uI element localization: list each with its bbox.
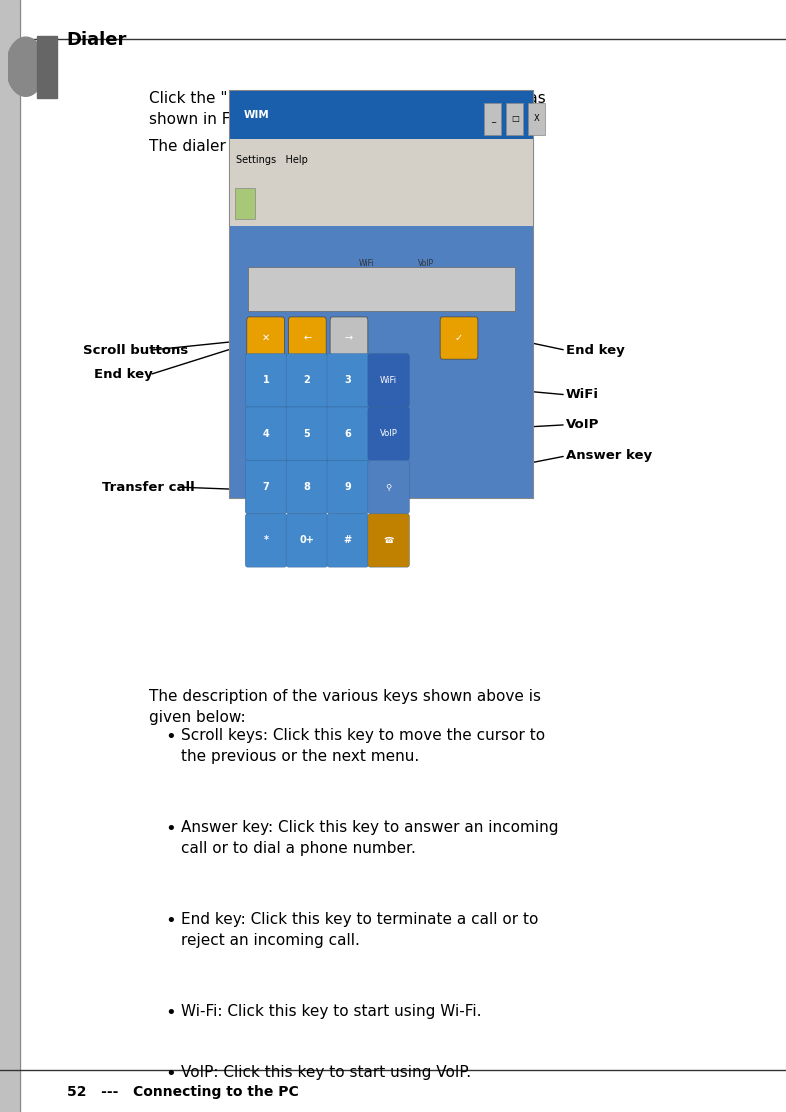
Text: Scroll keys: Click this key to move the cursor to
the previous or the next menu.: Scroll keys: Click this key to move the … bbox=[181, 728, 545, 764]
Text: •: • bbox=[165, 1065, 176, 1083]
FancyBboxPatch shape bbox=[245, 460, 287, 514]
Text: Answer key: Answer key bbox=[566, 449, 652, 463]
FancyBboxPatch shape bbox=[286, 514, 328, 567]
FancyBboxPatch shape bbox=[528, 103, 545, 135]
FancyBboxPatch shape bbox=[327, 514, 369, 567]
Text: □: □ bbox=[511, 115, 519, 123]
Bar bbox=[0, 0, 20, 1112]
FancyBboxPatch shape bbox=[247, 317, 285, 359]
Text: VoIP: VoIP bbox=[566, 418, 599, 431]
Text: *: * bbox=[263, 536, 269, 545]
Text: _: _ bbox=[490, 115, 495, 123]
Text: The description of the various keys shown above is
given below:: The description of the various keys show… bbox=[149, 689, 542, 725]
FancyBboxPatch shape bbox=[235, 188, 255, 219]
FancyBboxPatch shape bbox=[230, 181, 533, 226]
Text: End key: End key bbox=[94, 368, 153, 381]
Text: VoIP: VoIP bbox=[418, 259, 434, 268]
Text: 4: 4 bbox=[263, 429, 270, 438]
Text: #: # bbox=[343, 536, 352, 545]
FancyBboxPatch shape bbox=[368, 514, 410, 567]
FancyBboxPatch shape bbox=[327, 407, 369, 460]
FancyBboxPatch shape bbox=[230, 91, 533, 498]
FancyBboxPatch shape bbox=[245, 354, 287, 407]
Text: →: → bbox=[345, 334, 353, 342]
Text: WiFi: WiFi bbox=[358, 259, 374, 268]
Text: VoIP: VoIP bbox=[380, 429, 398, 438]
Text: •: • bbox=[165, 1004, 176, 1022]
Text: ←: ← bbox=[303, 334, 311, 342]
FancyBboxPatch shape bbox=[330, 317, 368, 359]
Text: •: • bbox=[165, 821, 176, 838]
Text: Answer key: Click this key to answer an incoming
call or to dial a phone number.: Answer key: Click this key to answer an … bbox=[181, 821, 558, 856]
FancyBboxPatch shape bbox=[327, 460, 369, 514]
FancyBboxPatch shape bbox=[484, 103, 501, 135]
Text: X: X bbox=[534, 115, 540, 123]
Text: WiFi: WiFi bbox=[566, 388, 599, 401]
FancyBboxPatch shape bbox=[248, 267, 515, 311]
Text: WIM: WIM bbox=[244, 110, 270, 119]
FancyBboxPatch shape bbox=[230, 139, 533, 181]
FancyBboxPatch shape bbox=[230, 226, 533, 498]
Text: ☎: ☎ bbox=[384, 536, 394, 545]
Text: •: • bbox=[165, 912, 176, 930]
FancyBboxPatch shape bbox=[286, 354, 328, 407]
Text: 52   ---   Connecting to the PC: 52 --- Connecting to the PC bbox=[67, 1084, 299, 1099]
Text: WiFi: WiFi bbox=[380, 376, 397, 385]
Text: 2: 2 bbox=[303, 376, 310, 385]
Text: 6: 6 bbox=[344, 429, 351, 438]
Bar bbox=[38, 36, 57, 98]
Text: Settings   Help: Settings Help bbox=[236, 156, 307, 165]
Text: End key: Click this key to terminate a call or to
reject an incoming call.: End key: Click this key to terminate a c… bbox=[181, 912, 538, 947]
FancyBboxPatch shape bbox=[245, 514, 287, 567]
FancyBboxPatch shape bbox=[327, 354, 369, 407]
FancyBboxPatch shape bbox=[440, 317, 478, 359]
Text: Wi-Fi: Click this key to start using Wi-Fi.: Wi-Fi: Click this key to start using Wi-… bbox=[181, 1004, 481, 1019]
Text: 5: 5 bbox=[303, 429, 310, 438]
FancyBboxPatch shape bbox=[230, 91, 533, 139]
Text: The dialer screen is displayed as follows:: The dialer screen is displayed as follow… bbox=[149, 139, 463, 153]
Text: ✓: ✓ bbox=[455, 334, 463, 342]
Text: 8: 8 bbox=[303, 483, 310, 492]
Circle shape bbox=[6, 37, 45, 97]
Text: •: • bbox=[165, 728, 176, 746]
FancyBboxPatch shape bbox=[286, 460, 328, 514]
FancyBboxPatch shape bbox=[288, 317, 326, 359]
Text: Dialer: Dialer bbox=[67, 31, 127, 49]
Text: VoIP: Click this key to start using VoIP.: VoIP: Click this key to start using VoIP… bbox=[181, 1065, 471, 1080]
FancyBboxPatch shape bbox=[245, 407, 287, 460]
Text: ⚲: ⚲ bbox=[386, 483, 391, 492]
Text: 1: 1 bbox=[263, 376, 270, 385]
Text: End key: End key bbox=[566, 344, 625, 357]
Text: Scroll buttons: Scroll buttons bbox=[83, 344, 188, 357]
Text: 0+: 0+ bbox=[299, 536, 314, 545]
Text: Transfer call: Transfer call bbox=[102, 480, 195, 494]
FancyBboxPatch shape bbox=[368, 407, 410, 460]
Text: 7: 7 bbox=[263, 483, 270, 492]
Text: 3: 3 bbox=[344, 376, 351, 385]
FancyBboxPatch shape bbox=[506, 103, 523, 135]
Text: 9: 9 bbox=[344, 483, 351, 492]
FancyBboxPatch shape bbox=[368, 460, 410, 514]
FancyBboxPatch shape bbox=[286, 407, 328, 460]
FancyBboxPatch shape bbox=[368, 354, 410, 407]
Text: Click the "Dialer" button on the WIM start screen as
shown in Figure 2.: Click the "Dialer" button on the WIM sta… bbox=[149, 91, 546, 127]
Text: ✕: ✕ bbox=[262, 334, 270, 342]
